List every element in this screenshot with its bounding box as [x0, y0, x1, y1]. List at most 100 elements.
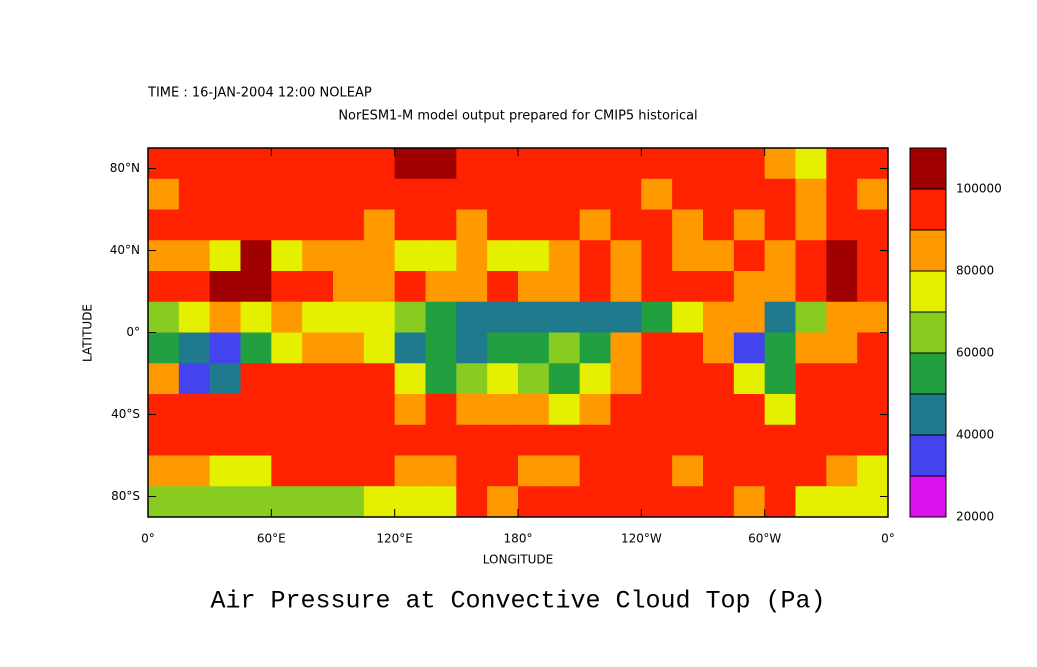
cell: [826, 363, 858, 395]
cell: [764, 271, 796, 303]
cell: [610, 394, 642, 426]
colorbar-label: 100000: [956, 182, 1002, 196]
cell: [456, 148, 488, 180]
cell: [178, 178, 211, 210]
cell: [641, 332, 673, 364]
cell: [610, 455, 642, 487]
cell: [579, 332, 611, 364]
cell: [394, 394, 426, 426]
colorbar-label: 60000: [956, 346, 994, 360]
cell: [148, 178, 180, 210]
cell: [610, 301, 642, 333]
cell: [795, 301, 827, 333]
cell: [333, 424, 365, 456]
cell: [271, 209, 303, 241]
cell: [209, 363, 241, 395]
cell: [302, 240, 334, 272]
cell: [363, 332, 396, 364]
cell: [518, 424, 550, 456]
colorbar-box: [909, 147, 947, 190]
cell: [333, 486, 365, 518]
cell: [579, 148, 611, 180]
cell: [518, 455, 550, 487]
cell: [857, 209, 889, 241]
cell: [240, 332, 272, 364]
y-tick-label: 40°N: [110, 243, 140, 257]
cell: [795, 394, 827, 426]
cell: [240, 394, 272, 426]
cell: [641, 271, 673, 303]
cell: [579, 394, 611, 426]
x-tick-label: 180°: [504, 532, 533, 546]
cell: [271, 394, 303, 426]
cell: [733, 178, 766, 210]
cell: [240, 424, 272, 456]
cell: [733, 424, 766, 456]
cell: [394, 240, 426, 272]
x-tick-label: 60°E: [257, 532, 286, 546]
cell: [178, 455, 211, 487]
cell: [302, 486, 334, 518]
cell: [487, 178, 519, 210]
cell: [240, 363, 272, 395]
cell: [487, 394, 519, 426]
cell: [641, 148, 673, 180]
cell: [733, 301, 766, 333]
cell: [548, 424, 581, 456]
cell: [641, 240, 673, 272]
cell: [610, 178, 642, 210]
cell: [456, 332, 488, 364]
cell: [363, 394, 396, 426]
cell: [703, 209, 735, 241]
cell: [302, 271, 334, 303]
cell: [333, 394, 365, 426]
cell: [826, 271, 858, 303]
cell: [672, 240, 704, 272]
cell: [394, 271, 426, 303]
cell: [733, 209, 766, 241]
cell: [826, 148, 858, 180]
cell: [487, 271, 519, 303]
cell: [733, 271, 766, 303]
cell: [487, 363, 519, 395]
cell: [456, 301, 488, 333]
cell: [610, 271, 642, 303]
cell: [425, 424, 457, 456]
cell: [240, 240, 272, 272]
cell: [209, 209, 241, 241]
cell: [857, 486, 889, 518]
x-tick-label: 0°: [881, 532, 895, 546]
cell: [425, 363, 457, 395]
cell: [548, 148, 581, 180]
cell: [579, 301, 611, 333]
cell: [363, 363, 396, 395]
cell: [764, 178, 796, 210]
cell: [302, 301, 334, 333]
cell: [733, 394, 766, 426]
colorbar-box: [909, 475, 947, 518]
cell: [641, 178, 673, 210]
cell: [209, 178, 241, 210]
cell: [363, 240, 396, 272]
cell: [857, 455, 889, 487]
cell: [764, 363, 796, 395]
cell: [487, 240, 519, 272]
y-tick-label: 0°: [126, 325, 140, 339]
cell: [363, 148, 396, 180]
cell: [764, 455, 796, 487]
cell: [333, 363, 365, 395]
x-axis-label: LONGITUDE: [483, 553, 553, 567]
cell: [178, 209, 211, 241]
cell: [518, 301, 550, 333]
cell: [178, 332, 211, 364]
cell: [703, 240, 735, 272]
cell: [302, 332, 334, 364]
cell: [579, 271, 611, 303]
cell: [579, 363, 611, 395]
cell: [333, 332, 365, 364]
cell: [302, 363, 334, 395]
cell: [333, 148, 365, 180]
cell: [703, 424, 735, 456]
cell: [209, 148, 241, 180]
cell: [672, 455, 704, 487]
